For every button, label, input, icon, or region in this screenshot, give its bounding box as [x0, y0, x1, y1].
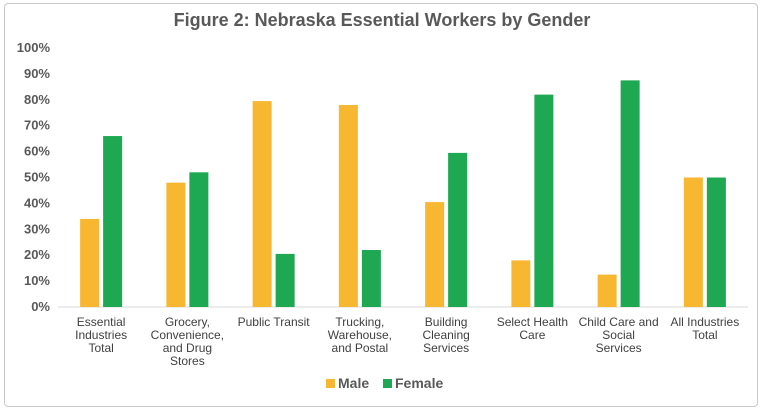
x-category-label: Building Cleaning Services [422, 315, 469, 355]
y-tick-label: 50% [24, 170, 50, 185]
bar-male [252, 101, 272, 307]
bar-female [103, 136, 123, 307]
bar-female [448, 152, 468, 307]
y-tick-label: 20% [24, 247, 50, 262]
y-tick-label: 70% [24, 118, 50, 133]
legend-label-female: Female [395, 375, 443, 391]
x-category-label: Trucking, Warehouse, and Postal [328, 315, 392, 355]
y-tick-label: 80% [24, 92, 50, 107]
y-tick-label: 60% [24, 144, 50, 159]
bar-male [511, 260, 531, 307]
legend-swatch-female [383, 379, 392, 388]
bar-female [620, 80, 640, 307]
y-tick-label: 30% [24, 221, 50, 236]
legend-label-male: Male [338, 375, 369, 391]
bar-male [597, 274, 617, 307]
y-tick-label: 10% [24, 273, 50, 288]
bar-male [166, 182, 186, 307]
bar-male [683, 177, 703, 307]
y-tick-label: 90% [24, 66, 50, 81]
legend-swatch-male [326, 379, 335, 388]
bar-female [189, 172, 209, 307]
bar-male [425, 202, 445, 307]
y-tick-label: 0% [31, 299, 50, 314]
x-category-label: Child Care and Social Services [579, 315, 659, 355]
bar-female [361, 250, 381, 307]
bar-female [534, 94, 554, 308]
x-category-label: Essential Industries Total [75, 315, 127, 355]
bar-male [338, 104, 358, 307]
chart-title: Figure 2: Nebraska Essential Workers by … [173, 10, 591, 30]
y-tick-label: 100% [17, 40, 51, 55]
bar-female [706, 177, 726, 307]
bar-male [80, 218, 100, 307]
x-category-label: All Industries Total [671, 315, 740, 342]
y-tick-label: 40% [24, 195, 50, 210]
x-category-label: Public Transit [238, 315, 311, 329]
bar-female [275, 253, 295, 307]
x-category-label: Select Health Care [497, 315, 568, 342]
x-category-label: Grocery, Convenience, and Drug Stores [151, 315, 224, 368]
